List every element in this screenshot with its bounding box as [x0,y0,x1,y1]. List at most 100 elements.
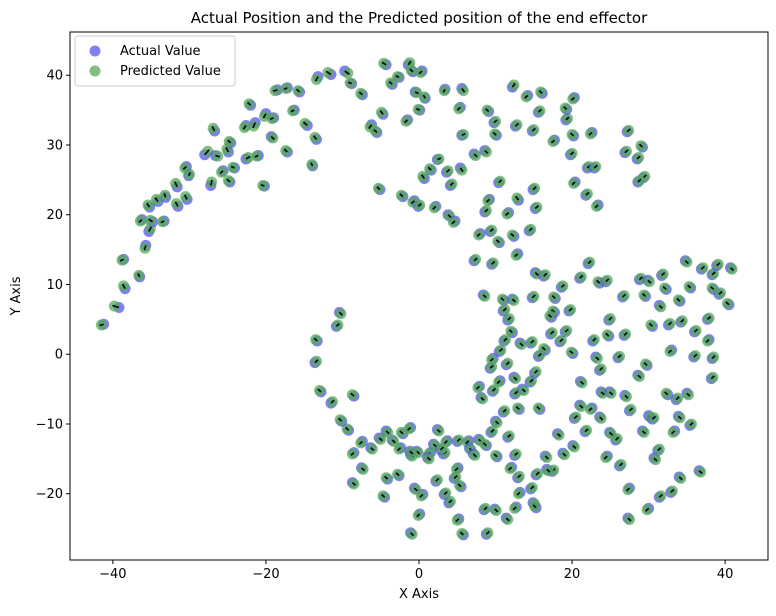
error-arrow [532,504,537,509]
error-arrow [667,321,673,326]
error-arrow [658,304,663,309]
error-arrow [573,415,578,420]
error-arrow [638,143,644,148]
error-arrow [550,309,556,313]
error-arrow [242,124,247,130]
error-arrow [624,394,629,399]
legend-label-predicted: Predicted Value [120,64,221,79]
error-arrow [183,194,188,200]
error-arrow [498,348,503,353]
error-arrow [592,337,597,342]
error-arrow [514,122,519,127]
error-arrow [513,376,518,381]
error-arrow [219,170,224,175]
error-arrow [358,440,363,445]
error-arrow [187,172,192,177]
error-arrow [146,202,151,208]
error-arrow [351,481,356,486]
error-arrow [399,193,404,198]
error-arrow [410,200,415,205]
error-arrow [416,107,421,111]
error-arrow [517,474,522,479]
error-arrow [432,205,437,210]
error-arrow [457,483,462,488]
error-arrow [388,80,393,85]
error-arrow [230,165,235,169]
error-arrow [350,451,355,456]
error-arrow [593,164,598,169]
error-arrow [247,101,252,106]
error-arrow [664,391,669,396]
error-arrow [414,91,419,95]
error-arrow [570,132,575,137]
error-arrow [624,149,629,154]
error-arrow [443,491,448,496]
error-arrow [508,329,513,334]
error-arrow [528,227,533,232]
error-arrow [447,214,452,219]
error-arrow [492,131,497,136]
error-arrow [456,438,461,443]
y-tick-label: 20 [46,208,63,223]
error-arrow [313,135,318,140]
error-arrow [227,139,232,144]
error-arrow [710,375,715,380]
error-arrow [535,471,540,476]
error-arrow [495,239,500,244]
error-arrow [493,119,498,124]
error-arrow [410,532,415,537]
error-arrow [626,128,631,133]
error-arrow [314,76,319,82]
error-arrow [296,88,301,93]
error-arrow [453,475,458,479]
error-arrow [651,415,656,420]
error-arrow [605,332,610,337]
error-arrow [507,316,512,321]
error-arrow [407,60,412,66]
error-arrow [480,396,485,401]
error-arrow [262,113,267,119]
error-arrow [579,274,584,279]
error-arrow [564,328,569,333]
error-arrow [637,374,642,379]
error-arrow [698,470,703,475]
error-arrow [381,61,387,66]
error-arrow [538,90,543,94]
error-arrow [519,342,524,347]
error-arrow [705,339,710,343]
error-arrow [454,467,459,472]
error-arrow [530,485,535,490]
error-arrow [514,390,519,395]
error-arrow [245,155,251,160]
error-arrow [472,453,477,458]
error-arrow [446,168,451,173]
error-arrow [729,267,735,272]
error-arrow [385,430,390,435]
error-arrow [498,179,503,184]
error-arrow [422,94,426,99]
error-arrow [693,353,698,358]
error-arrow [283,87,288,91]
error-arrow [524,94,529,99]
error-arrow [419,493,424,498]
error-arrow [521,388,526,393]
error-arrow [451,220,456,225]
error-arrow [426,456,431,461]
legend-marker-predicted [89,65,101,77]
error-arrow [676,297,681,302]
error-arrow [473,153,478,158]
error-arrow [361,467,366,472]
x-axis-ticks: −40 −20 0 20 40 [99,560,733,582]
error-arrow [595,356,600,361]
error-arrow [119,258,124,262]
error-arrow [537,108,542,113]
error-arrow [435,477,440,482]
error-arrow [494,508,499,513]
error-arrow [530,339,535,344]
error-arrow [403,119,409,124]
error-arrow [313,337,318,342]
error-arrow [210,179,213,186]
error-arrow [399,430,404,435]
error-arrow [584,428,589,433]
error-arrow [138,219,143,223]
